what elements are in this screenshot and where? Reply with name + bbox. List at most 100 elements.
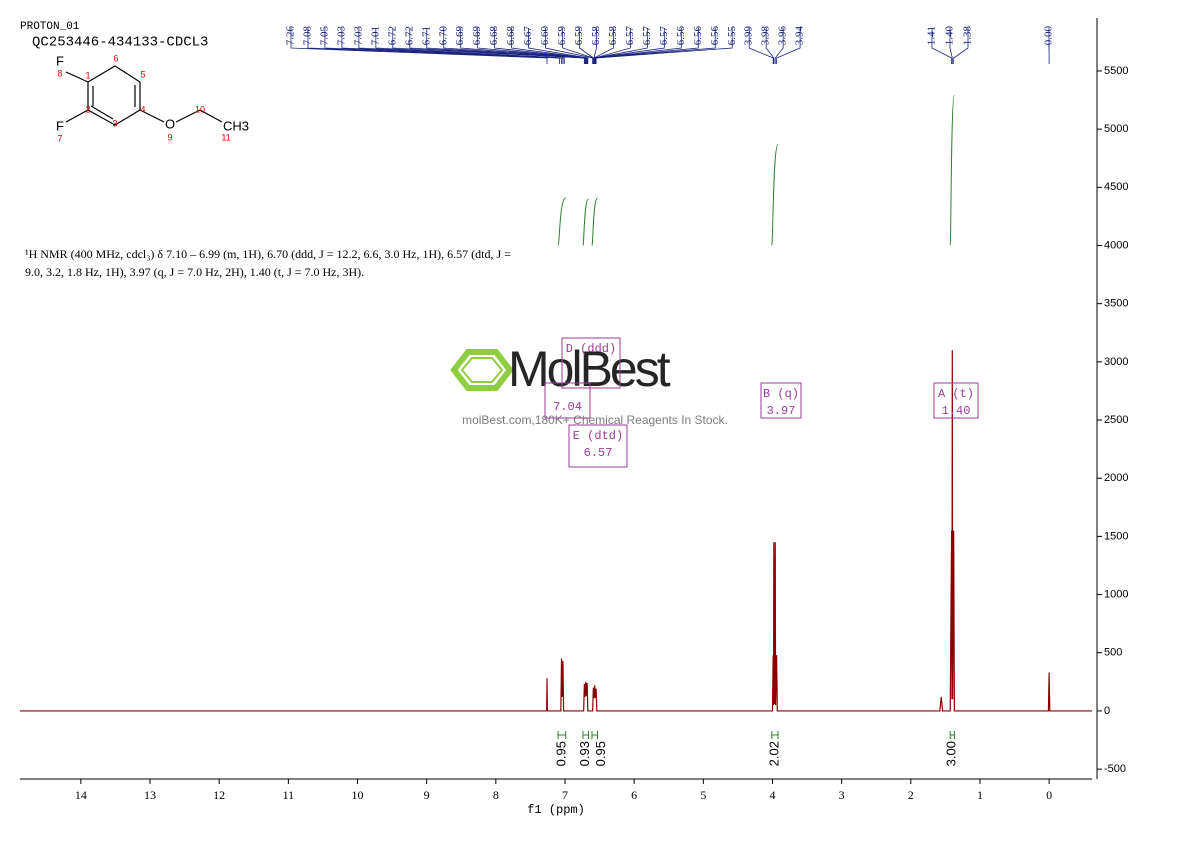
integral-curve	[582, 198, 589, 246]
multiplet-box	[544, 382, 591, 419]
atom-number: 10	[195, 104, 205, 114]
integral-label: 0.93	[577, 741, 592, 766]
integral-curve	[557, 197, 567, 246]
peak-connector	[949, 28, 953, 64]
multiplet-text: 6.57	[584, 446, 613, 460]
peak-label: 1.40	[944, 26, 956, 46]
x-axis-label: f1 (ppm)	[527, 803, 585, 817]
x-tick-label: 12	[213, 788, 225, 802]
atom: O	[165, 116, 175, 131]
x-tick-label: 11	[283, 788, 295, 802]
y-tick-label: 2000	[1104, 472, 1128, 484]
peak-connector	[443, 28, 587, 64]
multiplet-text: 1.40	[942, 404, 971, 418]
peak-label: 3.99	[743, 26, 755, 46]
peak-label: 6.58	[607, 26, 619, 46]
peak-connector	[528, 28, 589, 64]
x-tick-label: 3	[839, 788, 845, 802]
atom-number: 6	[113, 53, 118, 63]
peak-label: 6.72	[403, 26, 415, 45]
integral-bracket	[582, 731, 590, 739]
peak-connector	[748, 28, 774, 64]
integral-curve	[771, 143, 779, 246]
y-tick-label: 0	[1104, 705, 1110, 717]
peak-connector	[579, 28, 594, 64]
annotation: ¹H NMR (400 MHz, cdcl₃) δ 7.10 – 6.99 (m…	[25, 247, 511, 261]
bond	[87, 109, 116, 126]
multiplet-box	[561, 337, 621, 389]
atom: CH3	[223, 118, 249, 133]
x-tick-label: 2	[908, 788, 914, 802]
peak-label: 6.57	[624, 26, 636, 46]
x-tick-label: 0	[1046, 788, 1052, 802]
bond	[90, 105, 114, 120]
integral-bracket	[771, 731, 779, 739]
peak-label: 1.41	[926, 26, 938, 45]
peak-connector	[593, 28, 614, 64]
peak-label: 6.72	[386, 26, 398, 45]
atom: F	[56, 53, 64, 68]
peak-connector	[594, 28, 665, 64]
peak-label: 6.69	[471, 26, 483, 46]
peak-connector	[595, 28, 716, 64]
atom-number: 5	[140, 69, 145, 79]
integral-label: 2.02	[766, 741, 781, 766]
peak-label: 6.68	[505, 26, 517, 46]
peak-label: 3.98	[760, 26, 772, 46]
peak-connector	[358, 28, 564, 64]
multiplet-text: 3.97	[767, 404, 796, 418]
peak-connector	[953, 28, 969, 64]
chart-subtitle: QC253446-434133-CDCL3	[32, 35, 208, 51]
integral-label: 0.95	[553, 741, 568, 766]
chart-title: PROTON_01	[20, 21, 80, 33]
peak-label: 6.60	[539, 26, 551, 46]
peak-connector	[545, 28, 594, 64]
peak-connector	[426, 28, 586, 64]
peak-connector	[409, 28, 585, 64]
integral-bracket	[591, 731, 598, 739]
integral-curve	[949, 94, 955, 246]
peak-label: 6.70	[437, 26, 449, 46]
y-tick-label: 3000	[1104, 356, 1128, 368]
x-tick-label: 13	[144, 788, 156, 802]
multiplet-text: D (ddd)	[566, 342, 616, 356]
peak-connector	[774, 28, 784, 64]
peak-label: 6.71	[420, 26, 432, 45]
atom: F	[56, 118, 64, 133]
peak-label: 7.01	[369, 26, 381, 45]
multiplet-box	[568, 424, 628, 468]
bond	[87, 65, 116, 83]
peak-label: 7.26	[285, 26, 297, 46]
peak-connector	[594, 28, 648, 64]
peak-connector	[511, 28, 588, 64]
multiplet-text: A (t)	[938, 387, 974, 401]
x-tick-label: 9	[424, 788, 430, 802]
spectrum-line	[20, 350, 1092, 712]
multiplet-text: 7.04	[553, 400, 582, 414]
y-tick-label: 5000	[1104, 123, 1128, 135]
atom-number: 4	[140, 104, 145, 114]
molecule: F 8 1 6 5 2 4 F 7 3 O 9 10 CH3 11	[56, 53, 249, 143]
integral-label: 0.95	[593, 741, 608, 766]
bond	[65, 109, 89, 123]
peak-label: 7.03	[335, 26, 347, 46]
peak-connector	[595, 28, 733, 64]
peak-connector	[931, 28, 953, 64]
peak-label: 6.57	[658, 26, 670, 46]
atom-number: 9	[167, 132, 172, 142]
x-tick-label: 5	[700, 788, 706, 802]
atom-number: 11	[221, 132, 230, 142]
peak-connector	[307, 28, 560, 64]
annotation: 9.0, 3.2, 1.8 Hz, 1H), 3.97 (q, J = 7.0 …	[25, 265, 364, 279]
peak-label: 6.69	[454, 26, 466, 46]
peak-label: 6.56	[692, 26, 704, 46]
bond	[65, 71, 89, 83]
y-tick-label: -500	[1104, 763, 1126, 775]
y-tick-label: 1000	[1104, 588, 1128, 600]
atom-number: 7	[57, 133, 62, 143]
peak-connector	[477, 28, 587, 64]
peak-label: 3.96	[777, 26, 789, 46]
y-tick-label: 2500	[1104, 414, 1128, 426]
multiplet-box	[933, 382, 979, 419]
y-tick-label: 5500	[1104, 65, 1128, 77]
